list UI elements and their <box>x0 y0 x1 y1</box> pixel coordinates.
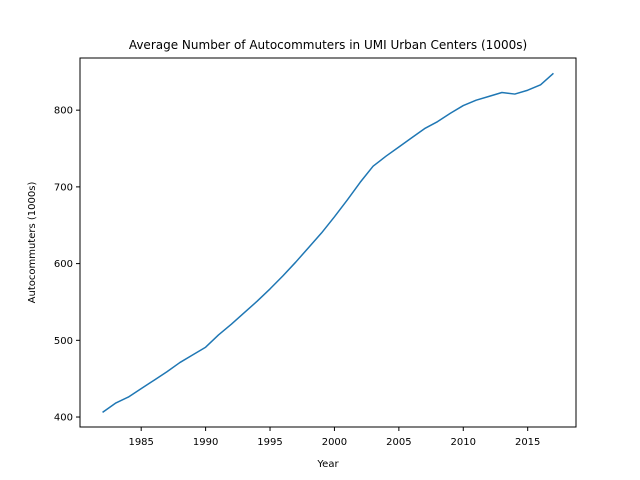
y-tick-label: 500 <box>54 336 73 347</box>
x-axis-label: Year <box>316 459 339 470</box>
x-axis: 1985 1990 1995 2000 2005 2010 2015 <box>128 427 540 448</box>
y-tick-label: 800 <box>54 106 73 117</box>
x-tick-label: 2005 <box>386 437 411 448</box>
x-tick-label: 2000 <box>322 437 347 448</box>
x-tick-label: 1990 <box>193 437 218 448</box>
plot-area <box>102 72 554 414</box>
x-tick-label: 1985 <box>128 437 153 448</box>
series-line-0 <box>102 72 554 414</box>
y-tick-label: 600 <box>54 259 73 270</box>
y-axis: 400 500 600 700 800 <box>54 106 80 424</box>
x-tick-label: 2015 <box>515 437 540 448</box>
x-tick-label: 1995 <box>257 437 282 448</box>
x-tick-label: 2010 <box>451 437 476 448</box>
plot-frame <box>79 57 577 428</box>
y-tick-label: 400 <box>54 413 73 424</box>
y-tick-label: 700 <box>54 182 73 193</box>
y-axis-label: Autocommuters (1000s) <box>27 182 38 304</box>
chart-title: Average Number of Autocommuters in UMI U… <box>129 38 527 52</box>
